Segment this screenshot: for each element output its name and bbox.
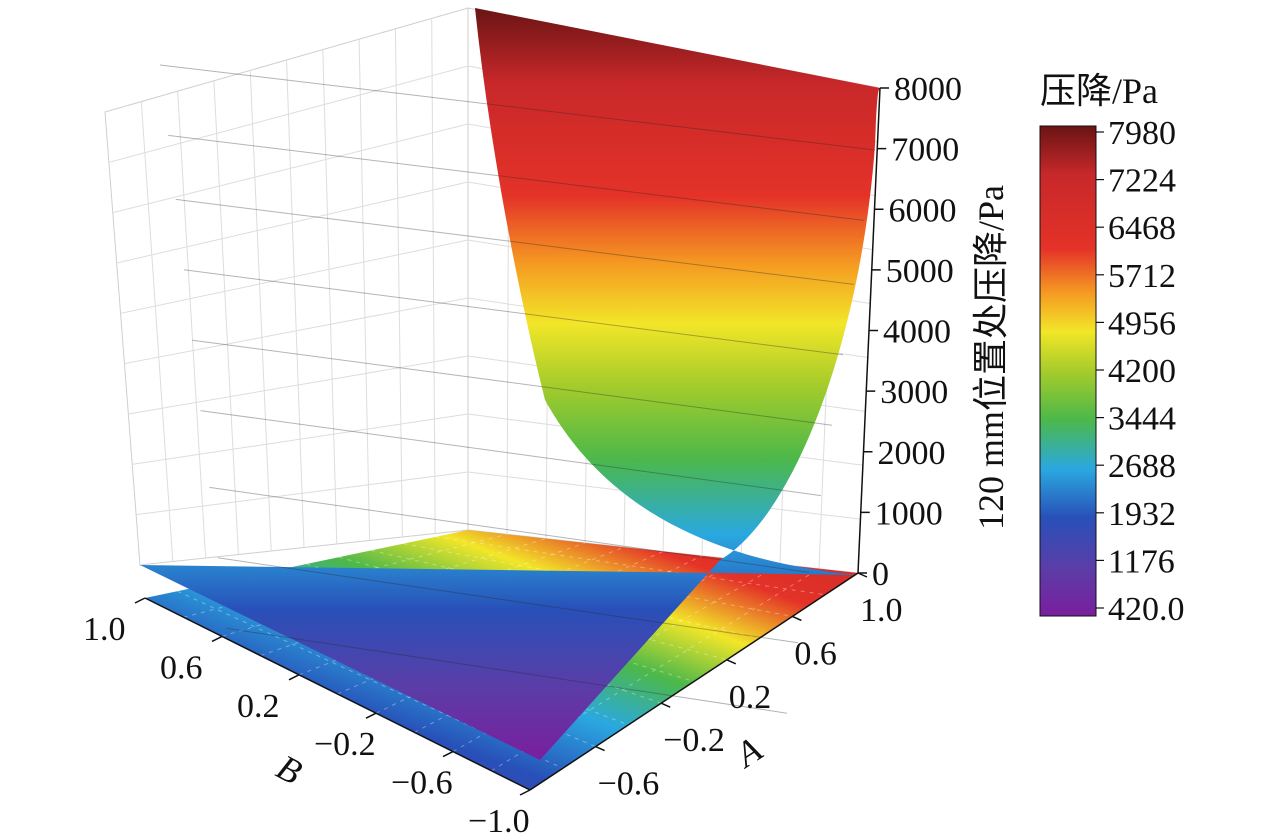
wall-grid-line	[124, 297, 469, 365]
floor-grid-line	[403, 543, 793, 617]
colorbar-label: 7980	[1108, 115, 1176, 152]
wall-grid-line	[140, 101, 174, 562]
a-axis-line	[529, 572, 859, 791]
surface-contour-line	[217, 557, 799, 644]
a-tick-mark	[595, 745, 605, 752]
colorbar-label: 420.0	[1108, 591, 1185, 628]
z-tick-label: 3000	[880, 374, 948, 411]
floor-grid-line	[435, 536, 826, 596]
wall-grid-line	[177, 91, 207, 559]
b-tick-label: −0.6	[391, 765, 453, 802]
wall-grid-line	[136, 471, 469, 516]
z-tick-label: 0	[872, 556, 889, 593]
z-tick-label: 1000	[875, 495, 943, 532]
b-tick-mark	[134, 597, 146, 604]
z-tick-label: 5000	[886, 253, 954, 290]
a-tick-mark	[792, 615, 802, 622]
surface-contour-line	[175, 198, 855, 285]
b-tick-mark	[365, 712, 377, 719]
surface-contour-line	[209, 486, 810, 573]
colorbar-title: 压降/Pa	[1040, 71, 1158, 111]
a-tick-label: 0.6	[794, 635, 837, 672]
surface-contour-line	[159, 64, 876, 151]
left-back-wall	[104, 7, 469, 566]
b-axis-line	[144, 597, 531, 791]
b-tick-label: −1.0	[468, 803, 530, 839]
colorbar-labels: 7980 7224 6468 5712 4956 4200 3444 2688 1932 1176…	[1096, 115, 1185, 628]
surface-contour-line	[168, 134, 865, 221]
a-tick-mark	[726, 659, 737, 665]
colorbar-label: 1176	[1108, 543, 1175, 580]
z-tick-label: 4000	[883, 314, 951, 351]
z-axis-ticks: 0 1000 2000 3000 4000 5000 6000 7000 8000	[858, 71, 962, 593]
b-tick-label: 0.6	[160, 649, 203, 686]
b-tick-mark	[442, 750, 454, 758]
wall-grid-line	[132, 413, 469, 465]
colorbar-label: 4956	[1108, 305, 1176, 342]
wall-grid-line	[120, 239, 469, 314]
b-axis-label: B	[270, 747, 308, 793]
b-tick-mark	[288, 674, 300, 681]
colorbar-label: 5712	[1108, 258, 1176, 295]
colorbar: 压降/Pa 7980 7224 6468 5712 4956 4200 3444 2688 19…	[1039, 71, 1185, 628]
surface-contour-line	[225, 627, 788, 714]
colorbar-strip	[1039, 125, 1097, 617]
wall-grid-line	[358, 39, 371, 541]
b-tick-label: 1.0	[83, 611, 126, 648]
a-axis-ticks: −0.6−0.20.2 0.6 1.0	[595, 572, 903, 803]
colorbar-label: 2688	[1108, 448, 1176, 485]
colorbar-label: 6468	[1108, 210, 1176, 247]
a-tick-mark	[660, 702, 671, 708]
wall-grid-line	[112, 123, 469, 214]
a-tick-label: 0.2	[729, 679, 772, 716]
wall-grid-line	[322, 49, 338, 545]
z-tick-label: 6000	[889, 192, 957, 229]
a-tick-label: −0.6	[598, 766, 660, 803]
pressure-surface	[140, 8, 880, 760]
z-axis-label: 120 mm位置处压降/Pa	[971, 185, 1011, 530]
colorbar-label: 1932	[1108, 496, 1176, 533]
surface-contour-line	[200, 410, 822, 497]
wall-grid-line	[116, 181, 469, 264]
z-tick-label: 8000	[894, 71, 962, 108]
b-tick-label: −0.2	[314, 726, 376, 763]
wall-grid-line	[128, 355, 469, 415]
surface-contour-line	[192, 339, 833, 426]
b-tick-mark	[211, 635, 223, 643]
wall-grid-line	[431, 18, 436, 534]
surface-contour-line	[183, 269, 844, 356]
a-tick-label: 1.0	[860, 592, 903, 629]
wall-grid-line	[108, 65, 469, 163]
wall-grid-line	[394, 28, 403, 538]
z-tick-label: 2000	[878, 435, 946, 472]
b-axis-ticks: 1.0 0.6 0.2 −0.2 −0.6 −1.0	[83, 597, 531, 839]
surface-contours	[159, 64, 876, 714]
wall-grid-line	[286, 59, 305, 548]
a-tick-label: −0.2	[663, 722, 725, 759]
b-tick-label: 0.2	[237, 688, 280, 725]
a-axis-label: A	[727, 729, 770, 776]
colorbar-label: 3444	[1108, 401, 1176, 438]
b-tick-mark	[519, 789, 531, 796]
z-tick-label: 7000	[891, 132, 959, 169]
a-tick-mark	[857, 572, 868, 578]
wall-grid-line	[213, 80, 239, 555]
colorbar-label: 4200	[1108, 353, 1176, 390]
colorbar-label: 7224	[1108, 163, 1176, 200]
wall-grid-line	[249, 70, 272, 552]
